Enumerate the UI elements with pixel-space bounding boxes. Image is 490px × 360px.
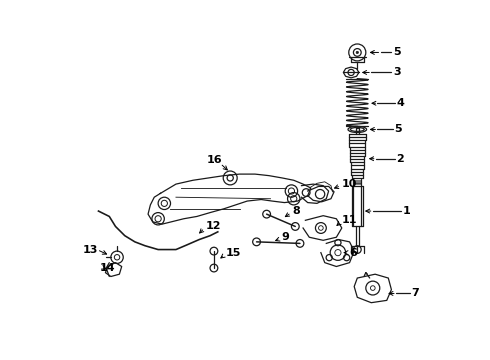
Text: 12: 12: [205, 221, 221, 231]
Text: 4: 4: [396, 98, 404, 108]
Text: 1: 1: [402, 206, 410, 216]
Text: 14: 14: [100, 263, 116, 273]
Text: 3: 3: [393, 67, 401, 77]
Text: 13: 13: [83, 244, 98, 255]
Text: 2: 2: [396, 154, 404, 164]
Text: 5: 5: [394, 125, 402, 134]
Text: 5: 5: [393, 48, 401, 58]
Text: 9: 9: [281, 232, 289, 242]
Circle shape: [356, 51, 359, 54]
Text: 11: 11: [342, 215, 357, 225]
Text: 8: 8: [292, 206, 300, 216]
Text: 16: 16: [207, 155, 222, 165]
Text: 15: 15: [225, 248, 241, 258]
Text: 10: 10: [342, 179, 357, 189]
Text: 7: 7: [412, 288, 419, 298]
Text: 6: 6: [349, 248, 357, 258]
